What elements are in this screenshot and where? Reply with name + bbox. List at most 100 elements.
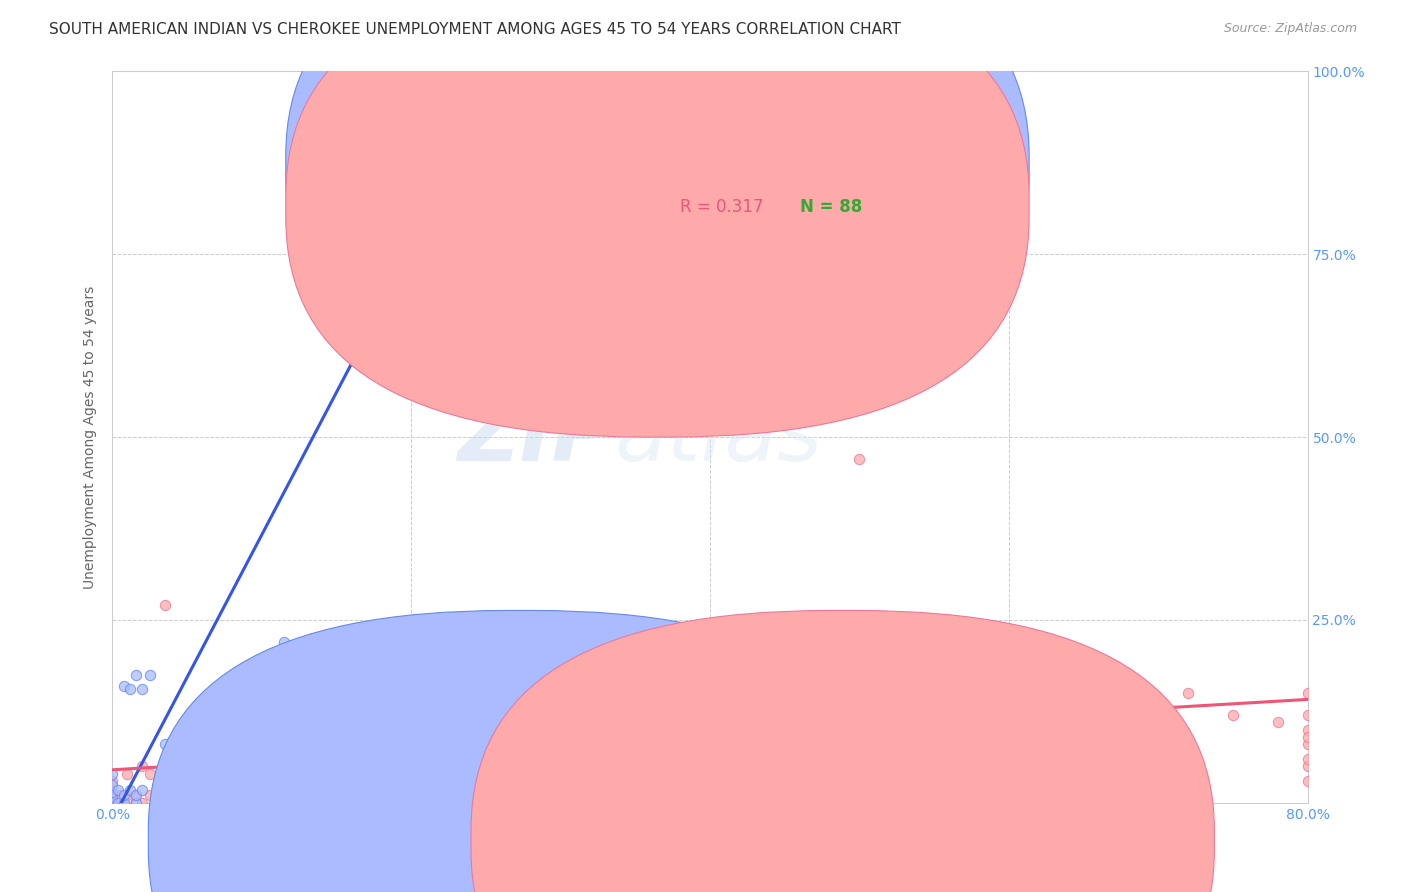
- Point: [114, 789, 135, 803]
- Point: [728, 752, 751, 766]
- Point: [385, 759, 408, 773]
- Point: [579, 693, 602, 707]
- Point: [444, 700, 467, 714]
- Point: [153, 796, 176, 810]
- Point: [288, 752, 311, 766]
- Point: [879, 745, 901, 759]
- Point: [1028, 737, 1050, 751]
- Point: [1296, 723, 1319, 737]
- Point: [125, 796, 148, 810]
- Point: [998, 700, 1021, 714]
- Point: [191, 796, 214, 810]
- Point: [1118, 679, 1140, 693]
- Point: [520, 752, 543, 766]
- Point: [325, 796, 347, 810]
- Point: [169, 796, 191, 810]
- Point: [214, 766, 236, 780]
- Point: [243, 781, 266, 796]
- Point: [624, 708, 647, 723]
- Point: [1147, 708, 1170, 723]
- Point: [259, 773, 281, 788]
- Point: [273, 635, 295, 649]
- Point: [1296, 737, 1319, 751]
- FancyBboxPatch shape: [285, 0, 1029, 397]
- Point: [131, 682, 153, 697]
- Point: [1296, 759, 1319, 773]
- Point: [183, 700, 205, 714]
- Point: [1267, 715, 1289, 730]
- Point: [107, 796, 129, 810]
- Point: [131, 782, 153, 797]
- Point: [1296, 686, 1319, 700]
- FancyBboxPatch shape: [471, 610, 1215, 892]
- Point: [340, 773, 363, 788]
- Point: [221, 789, 243, 803]
- Point: [101, 778, 124, 792]
- Point: [415, 752, 437, 766]
- Point: [101, 796, 124, 810]
- Point: [176, 796, 198, 810]
- Point: [146, 781, 169, 796]
- Point: [273, 708, 295, 723]
- Point: [922, 723, 945, 737]
- Text: South American Indians: South American Indians: [543, 833, 707, 847]
- Point: [250, 700, 273, 714]
- Point: [818, 635, 841, 649]
- Point: [669, 745, 692, 759]
- Point: [1296, 730, 1319, 744]
- Point: [139, 789, 162, 803]
- Point: [460, 745, 482, 759]
- Point: [228, 773, 250, 788]
- Point: [347, 693, 370, 707]
- Point: [489, 686, 512, 700]
- Text: atlas: atlas: [614, 395, 823, 479]
- Point: [114, 796, 135, 810]
- Point: [564, 752, 586, 766]
- Point: [107, 782, 129, 797]
- Point: [430, 752, 453, 766]
- Point: [236, 752, 259, 766]
- Point: [153, 737, 176, 751]
- Text: SOUTH AMERICAN INDIAN VS CHEROKEE UNEMPLOYMENT AMONG AGES 45 TO 54 YEARS CORRELA: SOUTH AMERICAN INDIAN VS CHEROKEE UNEMPL…: [49, 22, 901, 37]
- Point: [120, 782, 142, 797]
- Point: [1296, 708, 1319, 723]
- Point: [295, 781, 318, 796]
- Point: [333, 745, 356, 759]
- Point: [125, 789, 148, 803]
- Point: [124, 789, 146, 803]
- Point: [595, 759, 617, 773]
- FancyBboxPatch shape: [627, 145, 890, 235]
- Point: [318, 708, 340, 723]
- Point: [356, 766, 378, 780]
- Point: [117, 796, 139, 810]
- Point: [699, 686, 721, 700]
- Point: [1296, 752, 1319, 766]
- Point: [311, 773, 333, 788]
- Point: [162, 773, 183, 788]
- Point: [108, 789, 131, 803]
- Point: [101, 766, 124, 780]
- Point: [120, 682, 142, 697]
- Text: N = 26: N = 26: [800, 158, 862, 176]
- Text: ZIP: ZIP: [457, 395, 614, 479]
- Point: [198, 759, 221, 773]
- Point: [146, 796, 169, 810]
- Point: [153, 599, 176, 613]
- Point: [550, 686, 572, 700]
- Point: [475, 759, 498, 773]
- Point: [176, 796, 198, 810]
- Point: [205, 796, 228, 810]
- Text: R = 0.317: R = 0.317: [681, 198, 763, 216]
- Point: [1177, 686, 1199, 700]
- Point: [125, 667, 148, 681]
- Point: [1073, 693, 1095, 707]
- Text: N = 88: N = 88: [800, 198, 862, 216]
- Point: [176, 789, 198, 803]
- Point: [117, 766, 139, 780]
- Point: [114, 679, 135, 693]
- Point: [370, 700, 392, 714]
- Point: [1222, 708, 1244, 723]
- Point: [101, 796, 124, 810]
- FancyBboxPatch shape: [285, 0, 1029, 437]
- Point: [131, 796, 153, 810]
